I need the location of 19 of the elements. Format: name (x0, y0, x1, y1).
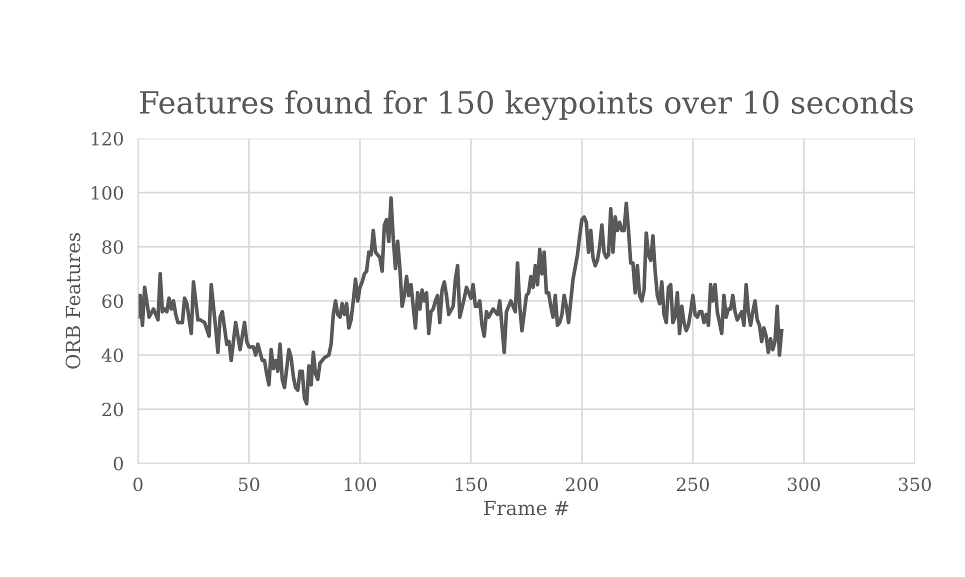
y-tick-label: 0 (114, 456, 123, 470)
x-tick-label: 250 (676, 478, 709, 492)
x-tick-label: 100 (344, 478, 376, 492)
x-axis-title: Frame # (484, 500, 568, 516)
y-tick-label: 20 (102, 402, 123, 416)
x-tick-label: 0 (133, 478, 143, 492)
y-tick-label: 100 (92, 186, 123, 200)
y-tick-label: 120 (92, 132, 123, 146)
chart-title: Features found for 150 keypoints over 10 seconds (140, 90, 913, 120)
y-tick-label: 40 (102, 348, 123, 362)
y-axis-title: ORB Features (66, 233, 80, 369)
y-tick-label: 80 (102, 240, 123, 254)
y-tick-label: 60 (102, 294, 123, 308)
x-tick-label: 50 (239, 478, 260, 492)
x-tick-label: 200 (566, 478, 598, 492)
x-tick-label: 150 (456, 478, 487, 492)
x-tick-label: 350 (898, 478, 931, 492)
line-series (138, 196, 784, 406)
x-tick-label: 300 (788, 478, 820, 492)
